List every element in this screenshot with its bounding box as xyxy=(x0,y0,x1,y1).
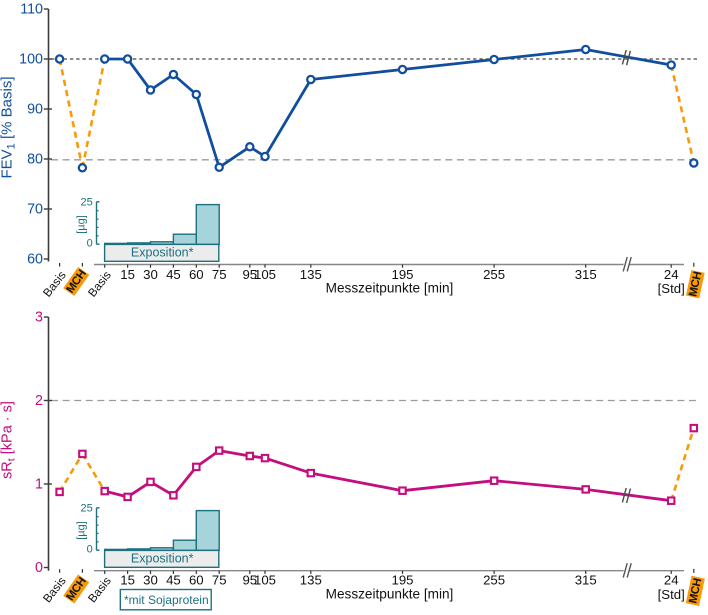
svg-text:70: 70 xyxy=(27,202,43,218)
svg-text:80: 80 xyxy=(27,152,43,168)
svg-text:95: 95 xyxy=(242,573,257,588)
svg-text:*mit Sojaprotein: *mit Sojaprotein xyxy=(124,593,209,607)
svg-text:15: 15 xyxy=(120,573,135,588)
svg-text:195: 195 xyxy=(391,573,413,588)
svg-text:Messzeitpunkte [min]: Messzeitpunkte [min] xyxy=(326,587,454,602)
svg-text:105: 105 xyxy=(254,573,276,588)
svg-text:135: 135 xyxy=(300,573,322,588)
svg-text:Exposition*: Exposition* xyxy=(131,245,194,259)
svg-text:95: 95 xyxy=(242,267,257,282)
svg-text:60: 60 xyxy=(189,267,204,282)
svg-text:45: 45 xyxy=(166,573,181,588)
svg-text:MCH: MCH xyxy=(687,271,704,298)
svg-text:[Std]: [Std] xyxy=(658,281,685,296)
svg-text:Exposition*: Exposition* xyxy=(131,551,194,565)
svg-text:135: 135 xyxy=(300,267,322,282)
svg-text:30: 30 xyxy=(143,573,158,588)
svg-text:24: 24 xyxy=(664,267,679,282)
svg-text:MCH: MCH xyxy=(687,577,704,604)
svg-text:60: 60 xyxy=(27,252,43,268)
svg-text:25: 25 xyxy=(81,502,93,514)
svg-text:[Std]: [Std] xyxy=(658,587,685,602)
svg-text:60: 60 xyxy=(189,573,204,588)
svg-text:255: 255 xyxy=(483,573,505,588)
svg-text:2: 2 xyxy=(35,393,43,409)
svg-text:1: 1 xyxy=(35,477,43,493)
svg-text:75: 75 xyxy=(212,573,227,588)
svg-text:0: 0 xyxy=(87,544,93,556)
svg-text:105: 105 xyxy=(254,267,276,282)
svg-text:90: 90 xyxy=(27,102,43,118)
svg-text:25: 25 xyxy=(81,196,93,208)
svg-text:FEV1 [% Basis]: FEV1 [% Basis] xyxy=(0,77,18,179)
svg-text:Messzeitpunkte [min]: Messzeitpunkte [min] xyxy=(326,281,454,296)
svg-text:[µg]: [µg] xyxy=(76,215,88,234)
svg-text:195: 195 xyxy=(391,267,413,282)
svg-text:100: 100 xyxy=(19,52,43,68)
svg-text:[µg]: [µg] xyxy=(76,521,88,540)
svg-text:110: 110 xyxy=(20,2,43,18)
svg-text:255: 255 xyxy=(483,267,505,282)
svg-text:15: 15 xyxy=(120,267,135,282)
svg-text:3: 3 xyxy=(35,310,43,326)
svg-text:45: 45 xyxy=(166,267,181,282)
svg-text:24: 24 xyxy=(664,573,679,588)
svg-text:sRt [kPa · s]: sRt [kPa · s] xyxy=(0,401,18,479)
svg-text:315: 315 xyxy=(575,573,597,588)
svg-text:30: 30 xyxy=(143,267,158,282)
svg-text:0: 0 xyxy=(35,560,43,576)
svg-text:0: 0 xyxy=(87,238,93,250)
svg-text:75: 75 xyxy=(212,267,227,282)
svg-text:315: 315 xyxy=(575,267,597,282)
